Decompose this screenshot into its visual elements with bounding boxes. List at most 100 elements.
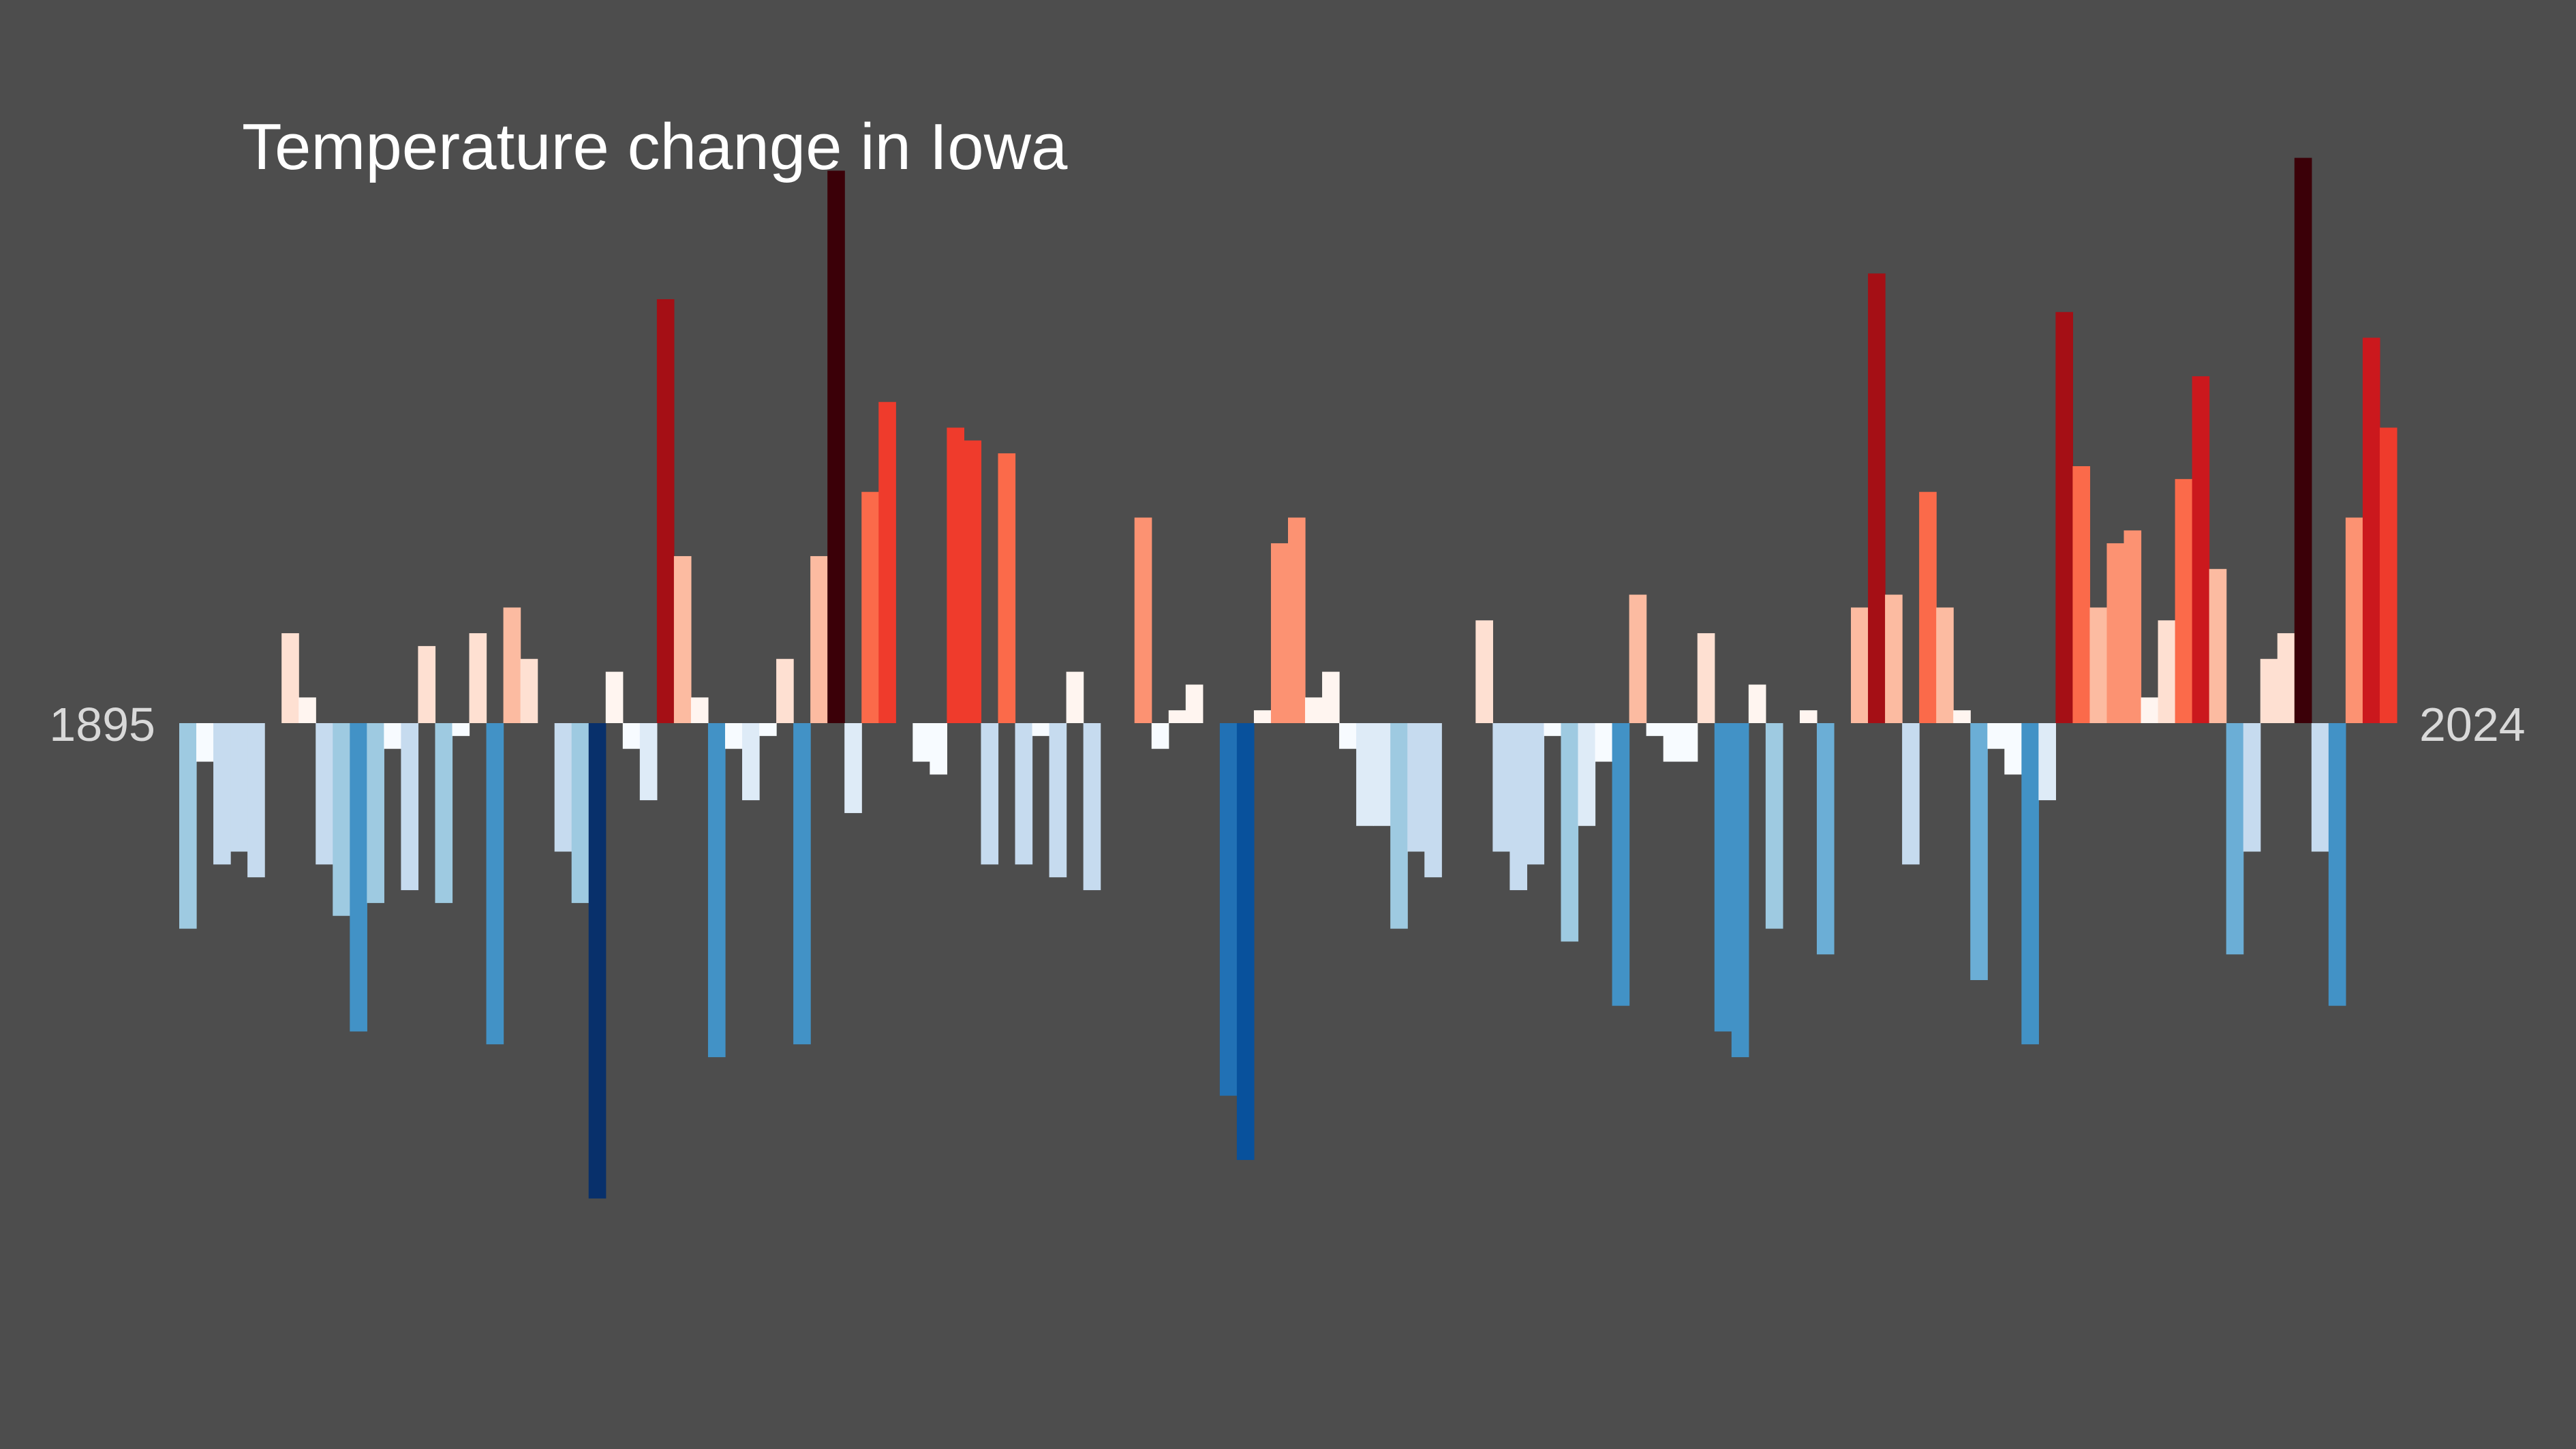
bar-1978	[1595, 723, 1613, 762]
bar-1977	[1578, 723, 1596, 826]
bar-2017	[2260, 658, 2278, 723]
bar-1930	[776, 658, 794, 723]
bar-1954	[1185, 684, 1203, 723]
bar-2023	[2362, 337, 2380, 723]
bar-2003	[2021, 723, 2039, 1045]
bar-1991	[1816, 723, 1835, 955]
bar-1927	[724, 723, 743, 749]
bar-1987	[1748, 684, 1766, 723]
bar-1913	[486, 723, 504, 1045]
bar-2015	[2226, 723, 2244, 955]
bar-1946	[1049, 723, 1067, 878]
bar-1981	[1646, 723, 1664, 736]
bar-1983	[1680, 723, 1698, 762]
bar-1898	[230, 723, 248, 852]
start-year-label: 1895	[49, 698, 155, 751]
bar-2016	[2243, 723, 2261, 852]
bar-1911	[452, 723, 470, 736]
bar-1931	[793, 723, 811, 1045]
bar-1917	[554, 723, 572, 852]
bar-1901	[281, 633, 299, 723]
bar-1941	[964, 440, 982, 723]
bar-1910	[435, 723, 453, 903]
chart-title: Temperature change in Iowa	[242, 110, 1068, 183]
bar-1995	[1885, 594, 1903, 723]
bar-2013	[2192, 376, 2210, 723]
bar-1952	[1151, 723, 1169, 749]
bar-2012	[2175, 478, 2193, 723]
bar-2001	[1987, 723, 2005, 749]
bar-1994	[1868, 273, 1886, 723]
bar-1943	[998, 453, 1016, 723]
bar-1972	[1492, 723, 1510, 852]
bar-1928	[742, 723, 760, 801]
bar-1961	[1305, 697, 1323, 723]
bar-1904	[333, 723, 350, 916]
bar-1998	[1936, 607, 1954, 723]
bar-1993	[1851, 607, 1869, 723]
bar-1990	[1799, 710, 1818, 723]
bar-1959	[1270, 543, 1289, 723]
bar-1986	[1731, 723, 1749, 1058]
bar-1980	[1629, 594, 1647, 723]
bar-1947	[1066, 671, 1084, 723]
bar-1976	[1561, 723, 1579, 942]
bar-2024	[2379, 427, 2397, 723]
bar-1957	[1236, 723, 1255, 1160]
bar-1944	[1015, 723, 1033, 865]
bar-1924	[673, 555, 692, 723]
bar-1926	[707, 723, 726, 1058]
bar-1905	[350, 723, 367, 1032]
bar-1912	[469, 633, 487, 723]
bar-1896	[196, 723, 214, 762]
bar-1960	[1288, 517, 1306, 723]
bar-1982	[1663, 723, 1681, 762]
bar-1940	[947, 427, 965, 723]
bar-1945	[1032, 723, 1050, 736]
bar-1948	[1083, 723, 1101, 891]
bar-2021	[2328, 723, 2346, 1006]
end-year-label: 2024	[2419, 698, 2526, 751]
bar-2005	[2055, 311, 2074, 723]
bar-1919	[588, 723, 607, 1199]
bar-2022	[2345, 517, 2363, 723]
bar-1934	[844, 723, 862, 813]
bar-1965	[1373, 723, 1391, 826]
bar-1973	[1509, 723, 1528, 891]
bar-2011	[2158, 620, 2176, 723]
bar-1908	[401, 723, 419, 891]
bar-1951	[1134, 517, 1152, 723]
bar-1953	[1168, 710, 1186, 723]
bar-1915	[520, 658, 538, 723]
bar-1962	[1322, 671, 1340, 723]
bar-1985	[1714, 723, 1732, 1032]
bar-2004	[2038, 723, 2056, 801]
bar-1899	[247, 723, 265, 878]
bar-1918	[571, 723, 589, 903]
bar-1895	[179, 723, 197, 929]
bar-1968	[1424, 723, 1442, 878]
bar-1966	[1390, 723, 1408, 929]
bar-1921	[622, 723, 641, 749]
bar-1922	[639, 723, 658, 801]
bar-1935	[861, 491, 879, 723]
bar-1903	[316, 723, 333, 865]
bar-2000	[1970, 723, 1988, 980]
bar-1897	[213, 723, 231, 865]
bar-2006	[2072, 466, 2091, 723]
bar-2014	[2209, 568, 2227, 723]
bar-1939	[930, 723, 947, 775]
bar-2018	[2277, 633, 2295, 723]
bar-1958	[1253, 710, 1272, 723]
bar-1942	[981, 723, 999, 865]
bar-1929	[759, 723, 777, 736]
bar-1988	[1765, 723, 1783, 929]
bar-1906	[367, 723, 384, 903]
bar-2008	[2106, 543, 2125, 723]
bar-1999	[1953, 710, 1971, 723]
bar-1938	[913, 723, 930, 762]
bar-1909	[418, 645, 436, 723]
bar-2010	[2141, 697, 2159, 723]
bar-1936	[878, 401, 896, 723]
bar-1997	[1919, 491, 1937, 723]
